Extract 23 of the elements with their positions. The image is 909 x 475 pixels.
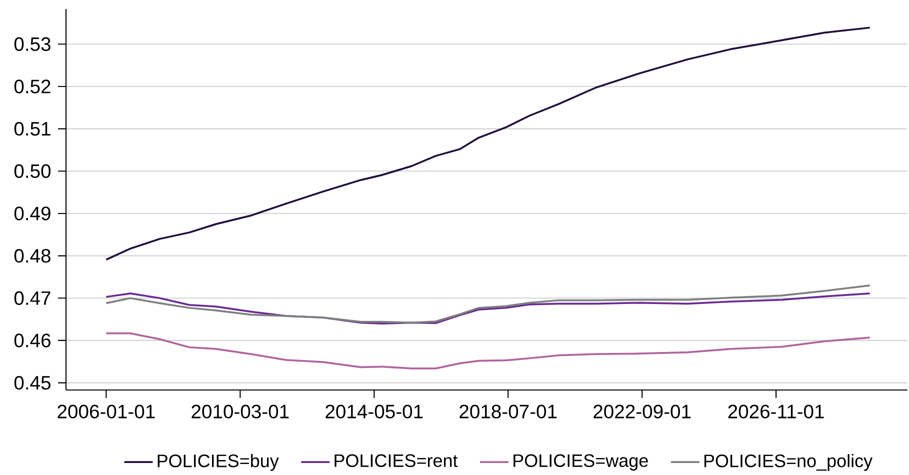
- legend-label: POLICIES=buy: [158, 454, 279, 471]
- legend-label: POLICIES=rent: [334, 454, 458, 468]
- line-series: [105, 332, 871, 370]
- x-tick-label: 2018-07-01: [460, 404, 557, 418]
- y-tick-label: 0.48: [14, 248, 50, 263]
- x-tick-label: 2026-11-01: [728, 404, 824, 418]
- line-series: [105, 292, 871, 324]
- legend-label: POLICIES=wage: [514, 454, 648, 471]
- y-tick-label: 0.51: [14, 122, 50, 136]
- x-tick-label: 2006-01-01: [58, 404, 155, 418]
- y-tick-label: 0.49: [14, 206, 50, 220]
- x-tick-label: 2014-05-01: [326, 404, 423, 418]
- y-tick-label: 0.45: [14, 376, 50, 390]
- y-tick-label: 0.46: [14, 334, 50, 348]
- x-tick-label: 2022-09-01: [594, 404, 691, 418]
- x-tick-label: 2010-03-01: [192, 404, 289, 418]
- y-tick-label: 0.50: [14, 164, 51, 178]
- y-tick-label: 0.53: [14, 37, 50, 51]
- y-tick-label: 0.47: [14, 291, 50, 305]
- line-series: [105, 284, 871, 324]
- line-series: [105, 26, 871, 261]
- legend-label: POLICIES=no_policy: [704, 454, 873, 471]
- y-tick-label: 0.52: [14, 80, 50, 94]
